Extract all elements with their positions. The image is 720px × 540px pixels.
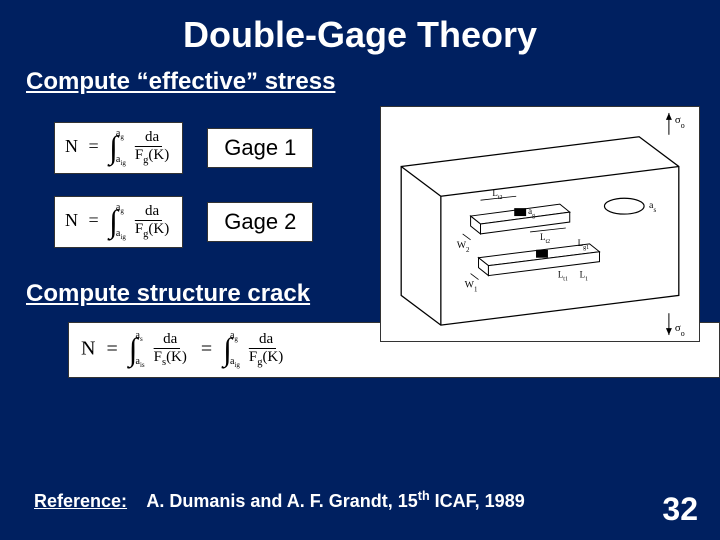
denominator: Fg(K)	[246, 349, 286, 369]
numerator: da	[256, 331, 276, 349]
gage2-formula: N = ∫ ag aig da Fg(K)	[54, 196, 183, 248]
svg-text:Lt1: Lt1	[558, 270, 568, 283]
formula-lhs: N	[65, 210, 78, 230]
denominator: Fg(K)	[132, 147, 172, 167]
equals-sign: =	[89, 210, 99, 230]
equals-sign: =	[201, 338, 212, 360]
svg-text:σo: σo	[675, 114, 685, 130]
svg-text:W2: W2	[457, 240, 470, 254]
equals-sign: =	[106, 338, 117, 360]
reference-line: Reference: A. Dumanis and A. F. Grandt, …	[34, 489, 525, 512]
svg-text:L1: L1	[580, 270, 588, 283]
integrand-fraction: da Fg(K)	[246, 331, 286, 368]
integral: ∫ ag aig da Fg(K)	[109, 129, 172, 167]
integral-symbol: ∫	[109, 209, 120, 235]
numerator: da	[142, 203, 162, 221]
svg-text:as: as	[649, 200, 656, 214]
integral-right: ∫ ag aig da Fg(K)	[223, 331, 286, 369]
reference-venue: ICAF, 1989	[430, 491, 525, 511]
integral-symbol: ∫	[223, 337, 234, 363]
numerator: da	[160, 331, 180, 349]
page-number: 32	[662, 491, 698, 528]
gage1-formula: N = ∫ ag aig da Fg(K)	[54, 122, 183, 174]
integrand-fraction: da Fg(K)	[132, 203, 172, 240]
integral-left: ∫ as ais da Fs(K)	[129, 331, 190, 369]
svg-text:σo: σo	[675, 322, 685, 338]
svg-text:Lt2: Lt2	[492, 188, 502, 201]
formula-lhs: N	[81, 338, 95, 360]
reference-ordinal: th	[418, 489, 430, 503]
slide-title: Double-Gage Theory	[0, 0, 720, 56]
integral-symbol: ∫	[129, 337, 140, 363]
reference-authors: A. Dumanis and A. F. Grandt, 15	[146, 491, 417, 511]
denominator: Fg(K)	[132, 221, 172, 241]
integral: ∫ ag aig da Fg(K)	[109, 203, 172, 241]
formula-lhs: N	[65, 136, 78, 156]
reference-label: Reference:	[34, 491, 127, 511]
integral-symbol: ∫	[109, 135, 120, 161]
integrand-fraction: da Fg(K)	[132, 129, 172, 166]
gage2-label: Gage 2	[207, 202, 313, 242]
gage-diagram: σo σo as ag Lt2 Lt2	[380, 106, 700, 342]
integrand-fraction: da Fs(K)	[151, 331, 190, 368]
numerator: da	[142, 129, 162, 147]
denominator: Fs(K)	[151, 349, 190, 369]
section-effective-stress: Compute “effective” stress	[0, 68, 720, 96]
gage1-label: Gage 1	[207, 128, 313, 168]
diagram-svg: σo σo as ag Lt2 Lt2	[381, 107, 699, 341]
equals-sign: =	[89, 136, 99, 156]
svg-text:W1: W1	[465, 279, 478, 293]
svg-text:Lt2: Lt2	[540, 232, 550, 245]
